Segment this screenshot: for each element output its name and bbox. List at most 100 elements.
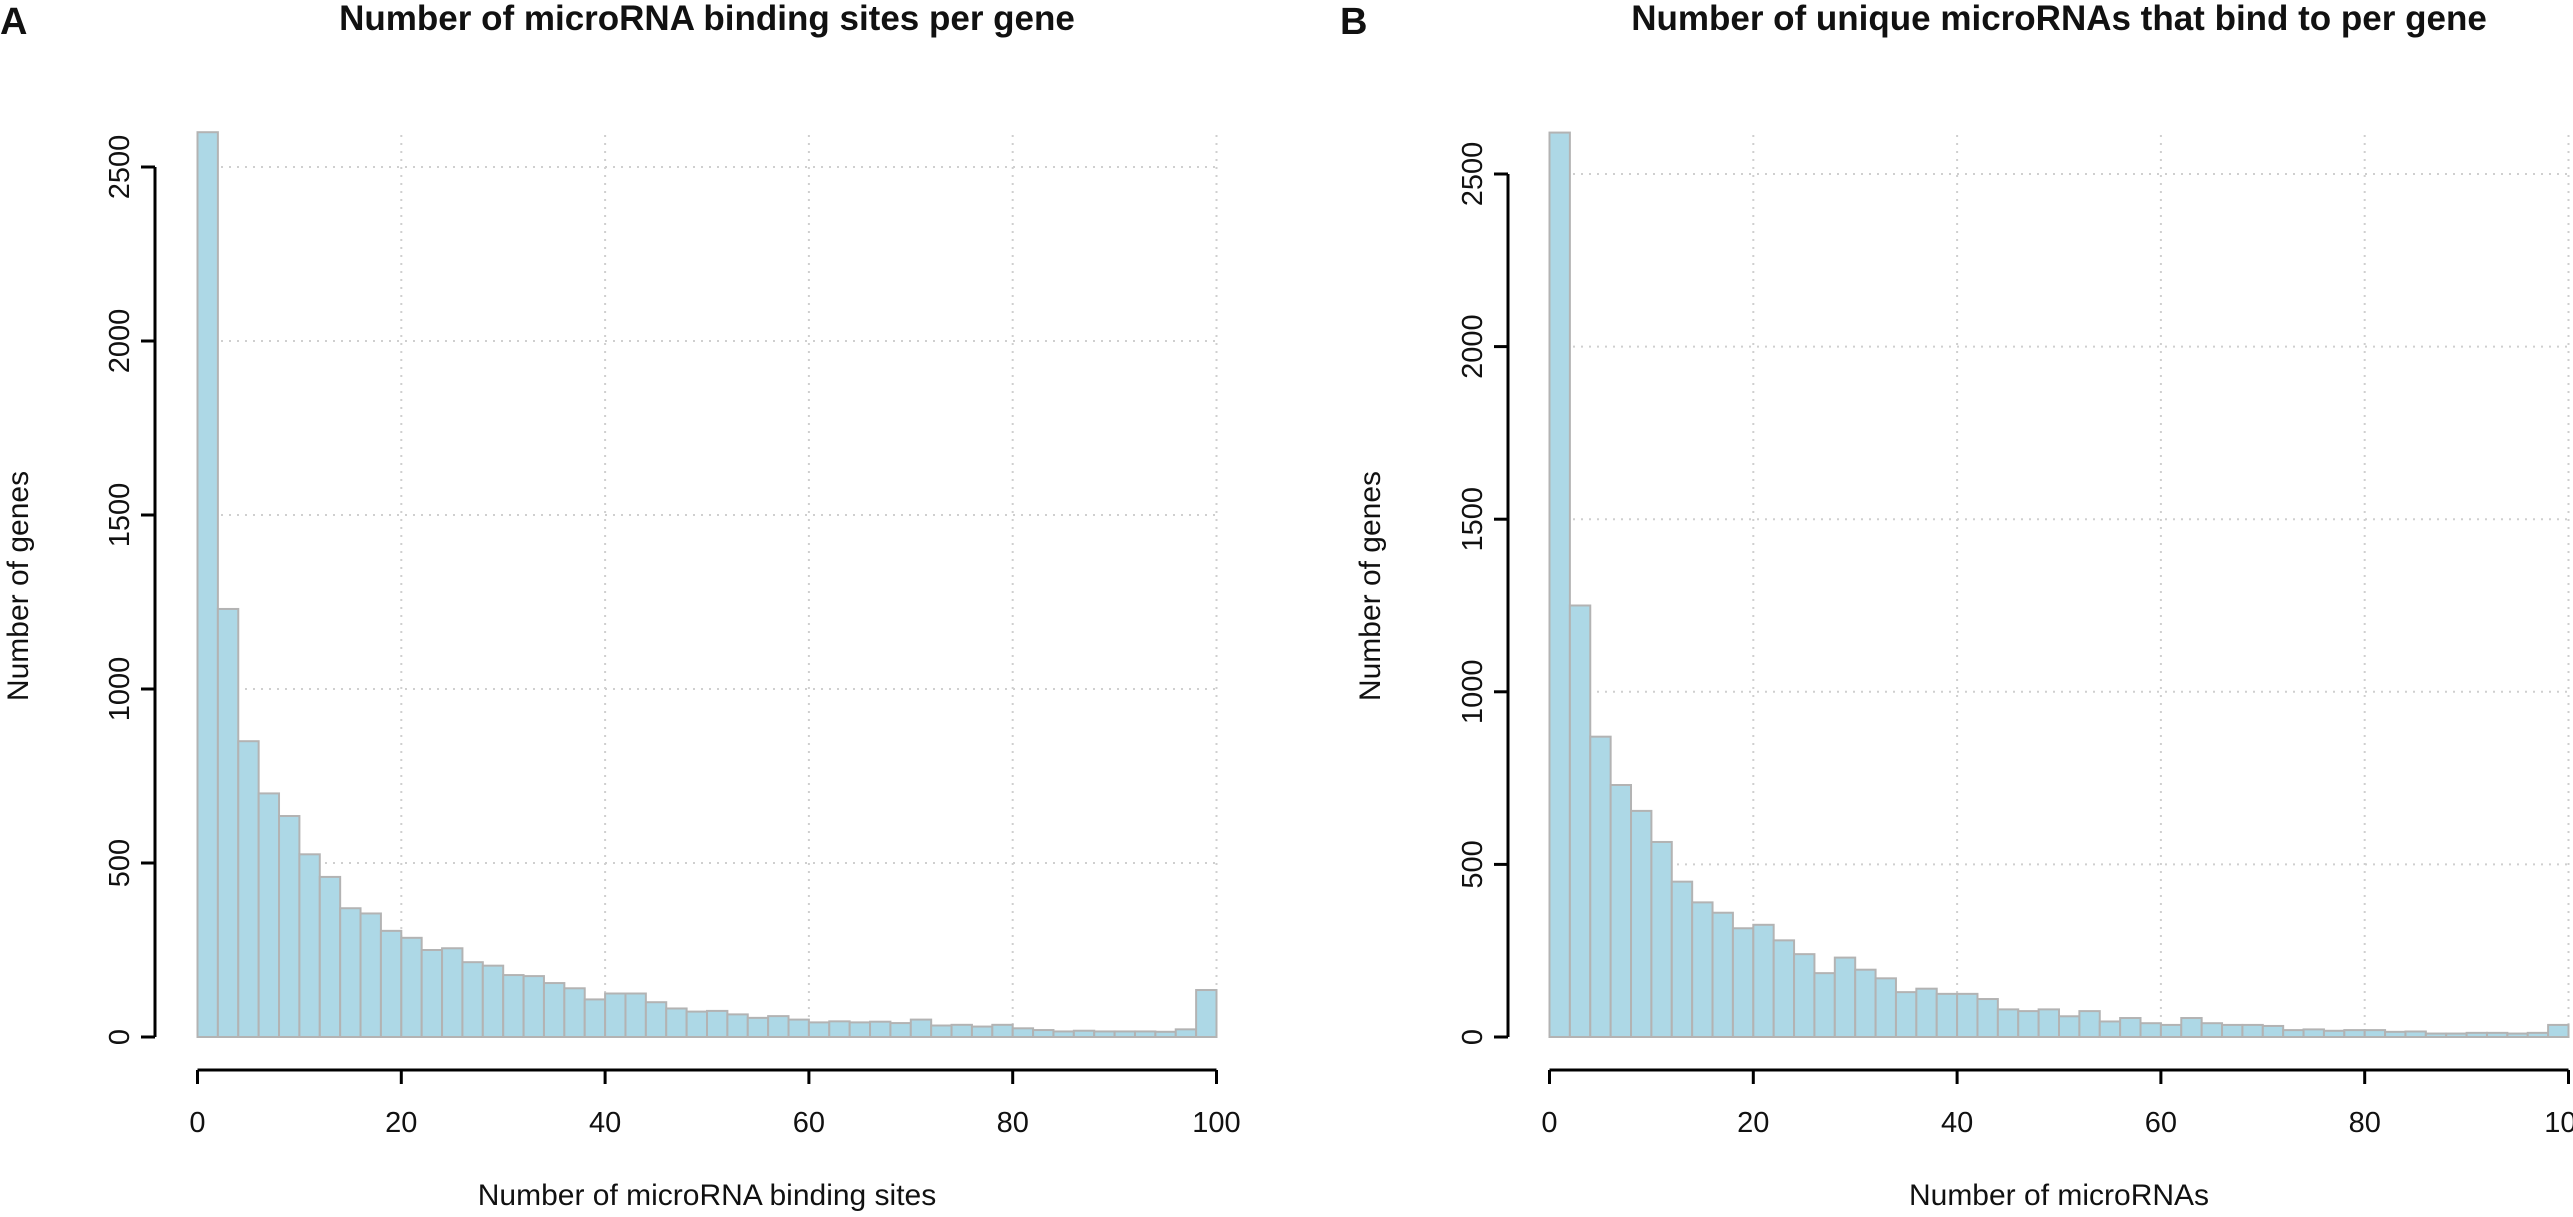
histogram-bar — [1752, 923, 1775, 1038]
histogram-bar — [400, 936, 423, 1039]
histogram-bar — [318, 875, 342, 1038]
histogram-bar — [481, 964, 505, 1038]
histogram-bar — [1548, 131, 1571, 1039]
histogram-bar — [2445, 1032, 2468, 1038]
histogram-bar — [685, 1010, 708, 1039]
histogram-bar — [542, 982, 566, 1038]
histogram-bar — [2037, 1008, 2060, 1038]
histogram-bar — [1011, 1027, 1035, 1039]
histogram-bar — [991, 1023, 1014, 1038]
y-tick-label: 1500 — [104, 483, 136, 548]
y-tick-label: 2500 — [104, 135, 136, 200]
axes — [1494, 172, 2570, 1084]
y-tick-label: 500 — [104, 839, 136, 887]
histogram-bar — [2078, 1010, 2101, 1038]
histogram-bar — [1195, 989, 1218, 1039]
histogram-bar — [848, 1021, 872, 1038]
histogram-bar — [1133, 1030, 1157, 1039]
histogram-bar — [644, 1001, 668, 1039]
histogram-bar — [665, 1007, 688, 1038]
histogram-bar — [583, 998, 607, 1039]
histogram-bar — [970, 1025, 994, 1039]
histogram-bar — [237, 740, 260, 1038]
histogram-bar — [339, 907, 362, 1038]
histogram-bar — [604, 992, 627, 1038]
histogram-bar — [1772, 939, 1796, 1038]
histogram-bar — [2221, 1023, 2244, 1038]
y-tick-label: 2000 — [104, 309, 136, 374]
histogram-bars — [196, 131, 1218, 1039]
tick-labels: 0 500 1000 1500 2000 2500 0 20 40 60 80 100 — [104, 135, 1241, 1139]
histogram-bar — [2180, 1017, 2203, 1038]
y-tick-label: 1000 — [1457, 660, 1489, 725]
histogram-bar — [196, 131, 219, 1038]
histogram-bar — [869, 1020, 892, 1038]
x-tick-label: 0 — [1541, 1107, 1557, 1139]
y-tick-label: 0 — [1457, 1029, 1489, 1045]
histogram-bar — [1568, 604, 1592, 1038]
axes — [141, 165, 1218, 1084]
gridlines — [196, 135, 1218, 1038]
histogram-bar — [2200, 1022, 2224, 1039]
histogram-bar — [379, 929, 403, 1038]
x-tick-label: 40 — [1941, 1107, 1973, 1139]
histogram-bar — [1650, 840, 1673, 1038]
histogram-bar — [461, 961, 484, 1038]
histogram-bar — [2547, 1023, 2570, 1038]
x-tick-label: 100 — [1192, 1107, 1240, 1139]
histogram-bar — [563, 987, 586, 1039]
y-axis-label: Number of genes — [1354, 471, 1387, 701]
histogram-bar — [1670, 880, 1694, 1038]
histogram-bar — [909, 1018, 933, 1038]
histogram-bar — [1154, 1030, 1177, 1039]
x-axis-label: Number of microRNAs — [1909, 1179, 2209, 1212]
histogram-bar — [1935, 992, 1959, 1038]
x-tick-label: 20 — [1737, 1107, 1769, 1139]
histogram-bar — [2302, 1028, 2325, 1039]
histogram-bar — [1833, 956, 1857, 1038]
x-tick-label: 80 — [997, 1107, 1029, 1139]
histogram-bar — [746, 1016, 770, 1038]
histogram-bars — [1548, 131, 2570, 1039]
histogram-bar — [787, 1018, 810, 1038]
x-tick-label: 60 — [2145, 1107, 2177, 1139]
panel-letter: A — [0, 1, 27, 43]
y-tick-label: 1500 — [1457, 487, 1489, 552]
histogram-bar — [1854, 968, 1877, 1038]
histogram-bar — [441, 947, 464, 1039]
histogram-bar — [1731, 927, 1755, 1039]
histogram-bar — [1956, 992, 1979, 1038]
histogram-bar — [1093, 1030, 1116, 1039]
histogram-bar — [1113, 1030, 1136, 1039]
histogram-bar — [1813, 972, 1836, 1038]
histogram-bar — [1711, 911, 1734, 1039]
histogram-bar — [1894, 991, 1918, 1039]
histogram-bar — [889, 1022, 912, 1039]
y-tick-label: 2500 — [1457, 142, 1489, 207]
histogram-bar — [2465, 1031, 2488, 1038]
histogram-bar — [950, 1023, 973, 1038]
histogram-bar — [930, 1024, 953, 1038]
histogram-bar — [2424, 1032, 2448, 1038]
x-tick-label: 20 — [385, 1107, 417, 1139]
histogram-bar — [2159, 1023, 2183, 1038]
histogram-bar — [1793, 953, 1816, 1038]
x-tick-label: 100 — [2544, 1107, 2573, 1139]
panel-letter: B — [1340, 1, 1367, 43]
histogram-bar — [2363, 1029, 2387, 1038]
histogram-bar — [278, 815, 301, 1039]
histogram-bar — [257, 792, 281, 1039]
histogram-bar — [298, 853, 321, 1038]
histogram-bar — [828, 1020, 851, 1039]
histogram-bar — [1052, 1030, 1075, 1039]
histogram-bar — [2241, 1023, 2264, 1038]
histogram-bar — [726, 1013, 749, 1039]
histogram-bar — [1589, 735, 1612, 1039]
histogram-bar — [359, 912, 382, 1039]
histogram-bar — [2282, 1029, 2305, 1038]
histogram-bar — [2017, 1010, 2040, 1038]
histogram-bar — [420, 949, 444, 1038]
x-tick-label: 60 — [793, 1107, 825, 1139]
x-axis-label: Number of microRNA binding sites — [478, 1179, 937, 1212]
histogram-bar — [1996, 1008, 2020, 1038]
